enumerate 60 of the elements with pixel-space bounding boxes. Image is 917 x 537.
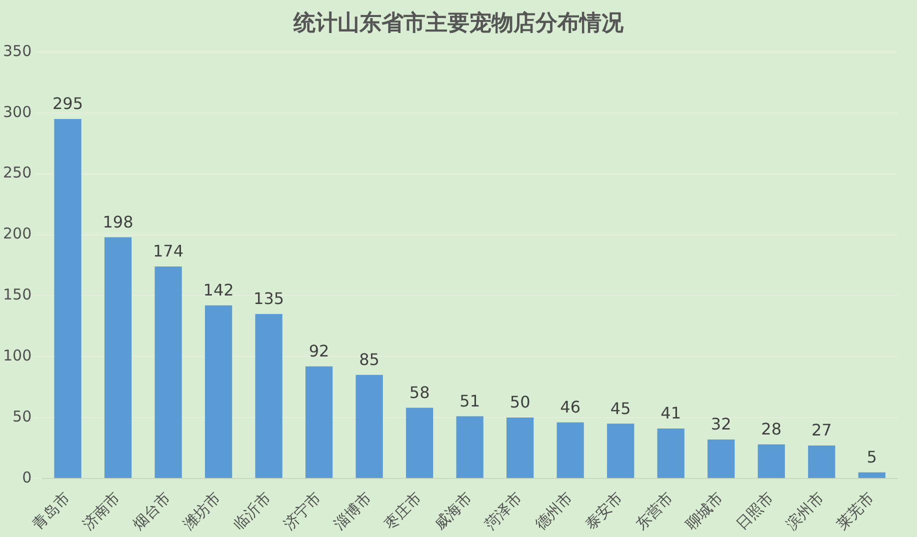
x-tick-label: 威海市 [430, 488, 476, 534]
y-tick-label: 250 [2, 164, 32, 182]
x-tick-label: 青岛市 [28, 488, 74, 534]
x-tick-label: 临沂市 [230, 488, 274, 534]
data-label: 32 [710, 414, 732, 434]
bar [758, 444, 785, 478]
data-label: 295 [52, 94, 84, 114]
bar [808, 446, 836, 478]
bar [657, 428, 684, 478]
x-tick-label: 莱芜市 [832, 488, 878, 534]
y-tick-label: 350 [2, 42, 32, 60]
bar [356, 374, 383, 478]
y-tick-label: 150 [2, 286, 32, 304]
x-tick-label: 东营市 [632, 488, 676, 534]
bar [708, 439, 735, 478]
y-tick-label: 100 [2, 346, 32, 364]
x-tick-label: 聊城市 [682, 488, 727, 534]
data-label: 142 [203, 280, 234, 300]
x-tick-label: 济宁市 [280, 488, 325, 534]
x-tick-label: 菏泽市 [481, 488, 526, 534]
bar [305, 366, 333, 478]
chart-title: 统计山东省市主要宠物店分布情况 [292, 10, 624, 38]
data-label: 46 [560, 398, 581, 417]
data-label: 51 [460, 391, 480, 410]
data-label: 28 [761, 419, 782, 438]
x-tick-label: 淄博市 [330, 488, 375, 534]
data-label: 92 [308, 342, 330, 361]
bar [255, 314, 282, 478]
data-label: 45 [610, 398, 631, 418]
data-label: 50 [510, 392, 530, 412]
data-label: 58 [409, 382, 430, 402]
y-tick-label: 0 [22, 468, 32, 486]
bar [456, 416, 484, 478]
y-tick-label: 50 [12, 407, 32, 426]
bar [556, 422, 584, 478]
bar [204, 305, 232, 478]
y-tick-label: 300 [2, 102, 32, 121]
bar [104, 237, 132, 478]
bar [54, 119, 82, 478]
y-tick-label: 200 [2, 224, 32, 243]
x-tick-label: 济南市 [79, 488, 124, 534]
data-label: 41 [660, 404, 682, 423]
data-label: 174 [153, 242, 184, 261]
bar [858, 472, 886, 478]
x-tick-label: 泰安市 [582, 488, 626, 534]
x-tick-label: 烟台市 [129, 488, 174, 534]
x-tick-label: 日照市 [732, 488, 777, 534]
data-label: 135 [254, 289, 284, 308]
bar [154, 266, 182, 478]
bar [607, 424, 634, 478]
data-label: 198 [102, 212, 134, 232]
x-tick-label: 德州市 [531, 488, 576, 534]
bar [506, 418, 534, 478]
x-tick-label: 滨州市 [782, 488, 828, 534]
x-tick-label: 枣庄市 [380, 488, 426, 534]
data-label: 85 [359, 350, 380, 370]
bar [406, 408, 434, 478]
x-tick-label: 潍坊市 [180, 488, 224, 534]
data-label: 27 [811, 420, 832, 440]
data-label: 5 [866, 448, 877, 467]
